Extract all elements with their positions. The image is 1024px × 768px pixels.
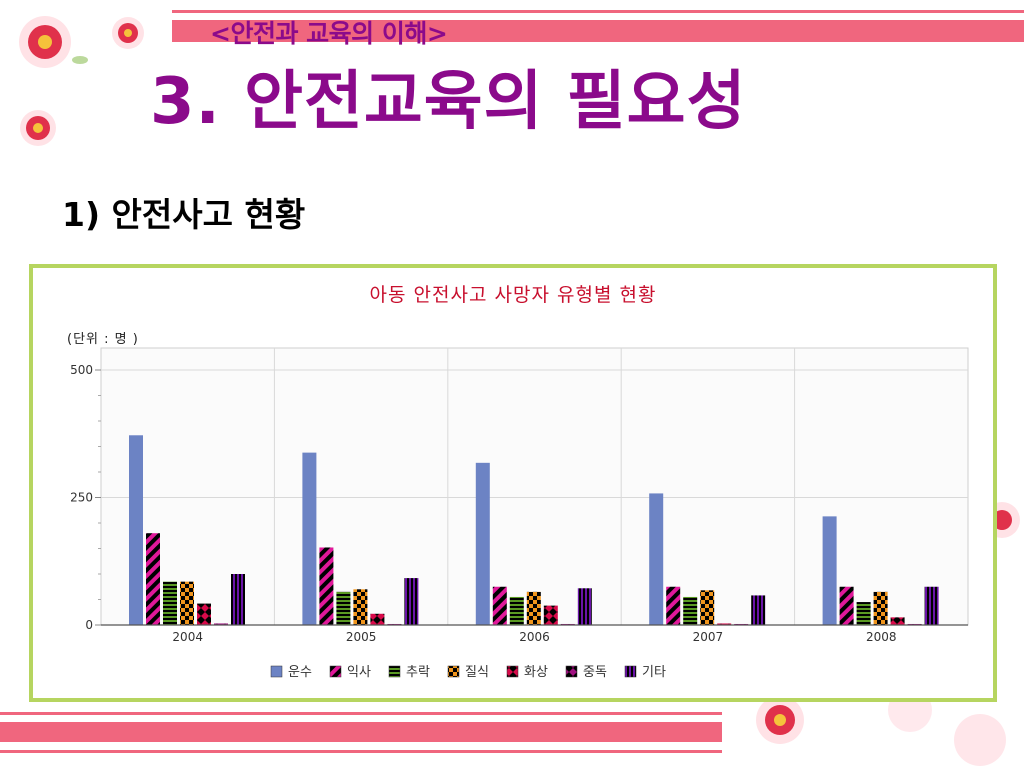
bar-추락-2008	[856, 602, 871, 625]
bar-추락-2007	[683, 596, 698, 625]
x-tick-label: 2005	[346, 630, 377, 644]
presentation-subtitle: <안전과 교육의 이해>	[210, 19, 448, 48]
bar-익사-2005	[319, 547, 334, 625]
header-stripe	[172, 20, 1024, 42]
bar-운수-2008	[822, 516, 837, 625]
header-stripe-thin	[172, 10, 1024, 13]
chart-unit-label: (단위 : 명 )	[67, 332, 139, 347]
chart-frame: 아동 안전사고 사망자 유형별 현황 (단위 : 명 ) 0 250 500 2004…	[29, 264, 997, 702]
flower-decoration-top-left	[19, 16, 144, 146]
bar-기타-2007	[751, 595, 766, 625]
bar-기타-2005	[404, 578, 419, 625]
legend-swatch-추락	[388, 665, 401, 678]
y-tick-label: 0	[85, 618, 93, 632]
bar-중독-2004	[214, 623, 228, 625]
slide-title: 3. 안전교육의 필요성	[150, 65, 747, 139]
bar-질식-2004	[180, 581, 194, 625]
legend-swatch-질식	[447, 665, 460, 678]
bar-질식-2005	[353, 589, 368, 625]
y-tick-label: 250	[70, 491, 93, 505]
legend-swatch-익사	[329, 665, 342, 678]
y-tick-label: 500	[70, 363, 93, 377]
bar-화상-2008	[890, 617, 905, 625]
legend-swatch-화상	[506, 665, 519, 678]
chart-title: 아동 안전사고 사망자 유형별 현황	[369, 284, 657, 306]
bar-추락-2004	[163, 581, 177, 625]
bar-운수-2007	[649, 493, 664, 625]
bar-기타-2008	[924, 586, 939, 625]
section-heading: 1) 안전사고 현황	[62, 195, 306, 234]
bar-운수-2004	[129, 435, 143, 625]
legend-swatch-기타	[624, 665, 637, 678]
legend-label: 기타	[642, 665, 666, 680]
bar-질식-2006	[526, 591, 541, 625]
bar-익사-2007	[666, 586, 681, 625]
bar-운수-2005	[302, 452, 317, 625]
bar-화상-2005	[370, 613, 385, 625]
x-tick-label: 2006	[519, 630, 550, 644]
bar-화상-2006	[543, 605, 558, 625]
legend-label: 중독	[583, 665, 607, 680]
bar-화상-2004	[197, 603, 211, 625]
bar-chart: 0 250 500 2004 2005 2006 2007 2008 운수 익사 추락 질식 화상 중독 기…	[70, 347, 969, 680]
legend-label: 추락	[406, 665, 430, 680]
x-tick-label: 2007	[693, 630, 724, 644]
footer-stripe	[0, 722, 722, 742]
bar-익사-2006	[492, 586, 507, 625]
bar-화상-2007	[717, 623, 732, 625]
legend-label: 화상	[524, 665, 548, 680]
flower-decoration-bottom-right	[756, 690, 1006, 766]
bar-기타-2004	[231, 574, 245, 625]
bar-운수-2006	[475, 462, 490, 625]
legend-swatch-운수	[270, 665, 283, 678]
bar-추락-2006	[509, 596, 524, 625]
x-tick-label: 2008	[866, 630, 897, 644]
legend-label: 운수	[288, 665, 312, 680]
bar-기타-2006	[577, 588, 592, 625]
legend-label: 질식	[465, 665, 489, 680]
x-tick-label: 2004	[172, 630, 203, 644]
bar-익사-2004	[146, 533, 160, 625]
legend-swatch-중독	[565, 665, 578, 678]
bar-질식-2007	[700, 590, 715, 625]
footer-stripe-thin-bottom	[0, 750, 722, 753]
footer-stripe-thin	[0, 712, 722, 715]
bar-익사-2008	[839, 586, 854, 625]
bar-추락-2005	[336, 591, 351, 625]
legend-label: 익사	[347, 665, 371, 680]
bar-질식-2008	[873, 591, 888, 625]
